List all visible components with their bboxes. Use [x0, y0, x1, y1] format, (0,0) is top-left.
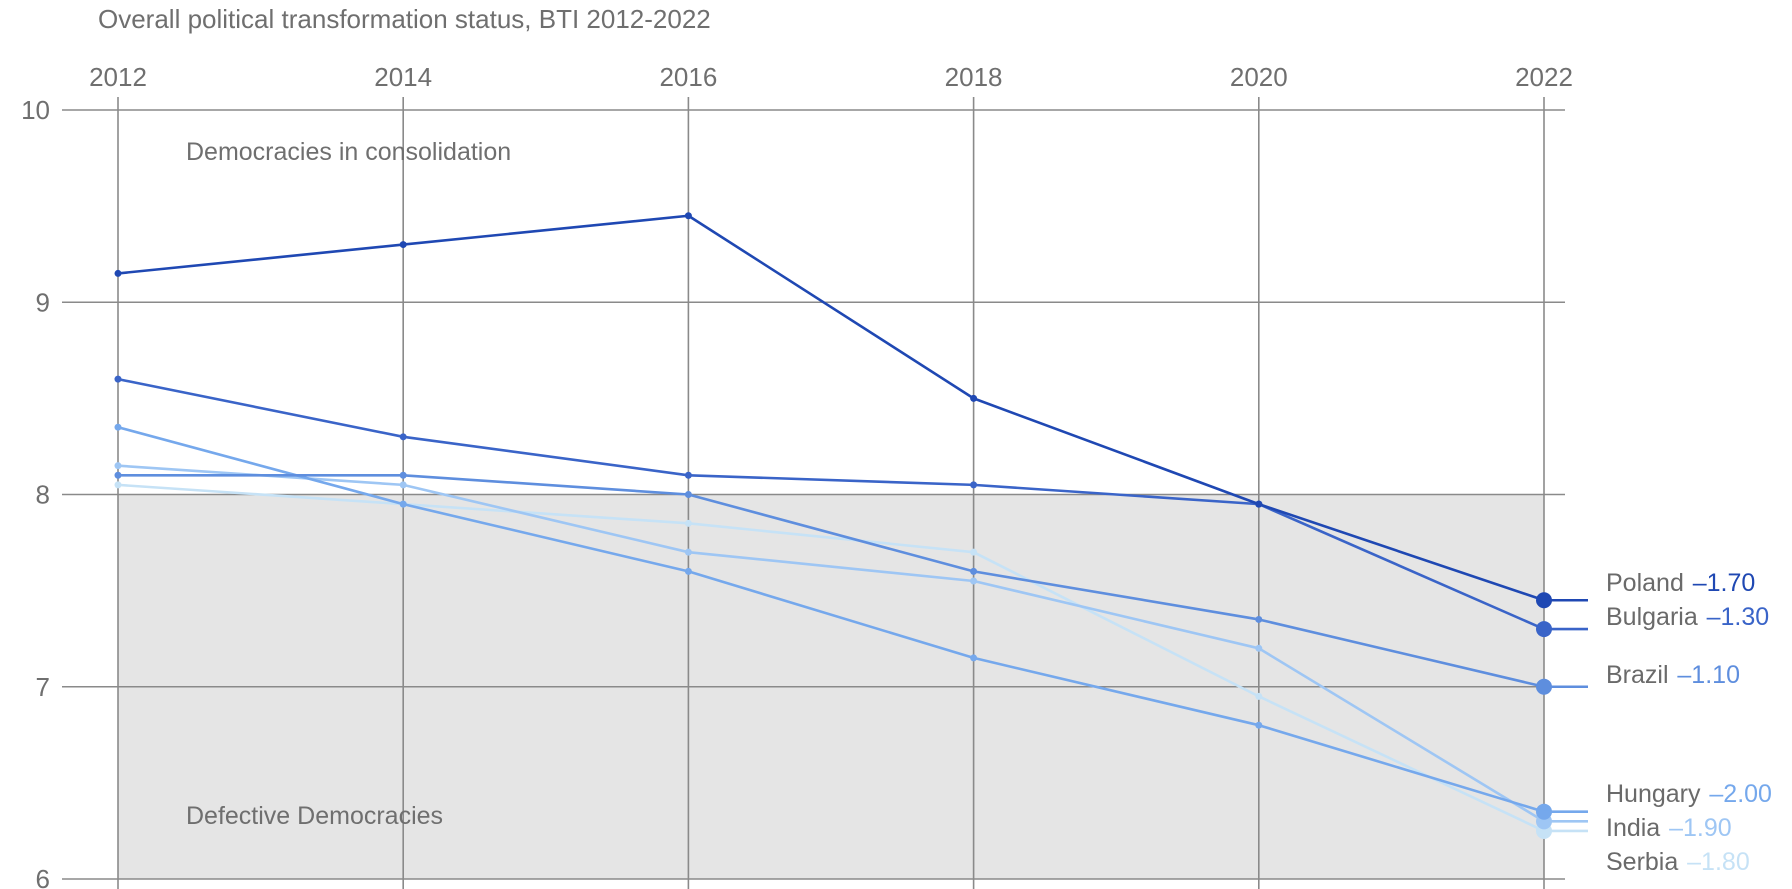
x-tick-label: 2012: [89, 62, 147, 92]
data-point-bulgaria: [114, 375, 122, 383]
x-tick-label: 2016: [659, 62, 717, 92]
data-point-poland: [399, 241, 407, 249]
data-point-serbia: [970, 548, 978, 556]
data-point-hungary: [399, 500, 407, 508]
data-point-brazil: [114, 471, 122, 479]
y-tick-label: 9: [36, 287, 50, 317]
y-tick-label: 6: [36, 864, 50, 889]
label-gap: [1684, 578, 1693, 595]
series-delta: –1.80: [1687, 848, 1750, 876]
label-gap: [1701, 789, 1710, 806]
label-gap: [1660, 823, 1669, 840]
series-line-bulgaria: [117, 377, 1545, 631]
data-point-hungary: [970, 654, 978, 662]
data-point-bulgaria: [970, 481, 978, 489]
end-label-bulgaria: Bulgaria –1.30: [1606, 603, 1769, 631]
data-point-brazil: [684, 491, 692, 498]
series-name: Brazil: [1606, 661, 1669, 689]
data-point-india: [684, 548, 692, 556]
end-label-hungary: Hungary –2.00: [1606, 780, 1772, 808]
zone-labels: Democracies in consolidation Defective De…: [186, 138, 511, 830]
y-tick-label: 7: [36, 672, 50, 702]
band-label: Defective Democracies: [186, 802, 443, 830]
x-tick-label: 2018: [945, 62, 1003, 92]
series-delta: –1.10: [1677, 661, 1740, 689]
series-line-brazil: [118, 473, 1545, 689]
x-tick-label: 2020: [1230, 62, 1288, 92]
axis-ticks: 2012 2014 2016 2018 2020 2022 10 9 8 7 6: [21, 62, 1573, 889]
data-point-poland: [1255, 500, 1263, 508]
end-label-brazil: Brazil –1.10: [1606, 661, 1740, 689]
x-tick-label: 2014: [374, 62, 432, 92]
series-name: Serbia: [1606, 848, 1678, 876]
series-line-hungary: [117, 425, 1545, 813]
data-point-bulgaria: [684, 471, 692, 479]
data-point-poland: [684, 212, 692, 220]
end-label-poland: Poland –1.70: [1606, 569, 1755, 597]
y-tick-label: 10: [21, 95, 50, 125]
data-point-india: [970, 577, 978, 585]
data-point-brazil: [399, 471, 407, 479]
series-name: India: [1606, 814, 1660, 842]
data-point-brazil: [970, 567, 978, 575]
chart-title: Overall political transformation status,…: [98, 4, 711, 34]
data-point-india: [1255, 644, 1263, 652]
data-point-serbia: [114, 481, 122, 489]
data-point-serbia: [684, 519, 692, 527]
series-lines: [114, 212, 1588, 839]
data-point-india: [399, 481, 407, 489]
data-point-hungary: [684, 567, 692, 575]
data-point-hungary: [1255, 721, 1263, 729]
data-point-hungary: [114, 423, 122, 431]
series-line-india: [117, 464, 1545, 823]
end-label-india: India –1.90: [1606, 814, 1732, 842]
label-gap: [1698, 612, 1707, 629]
series-name: Hungary: [1606, 780, 1701, 808]
series-line-poland: [117, 214, 1545, 602]
band-label: Democracies in consolidation: [186, 138, 511, 166]
series-delta: –2.00: [1709, 780, 1772, 808]
data-point-serbia: [1255, 692, 1263, 700]
data-point-poland: [970, 394, 978, 402]
data-point-poland: [114, 269, 122, 277]
series-delta: –1.70: [1693, 569, 1756, 597]
series-name: Bulgaria: [1606, 603, 1698, 631]
grid: [62, 97, 1565, 889]
data-point-brazil: [1255, 615, 1263, 623]
label-gap: [1669, 670, 1678, 687]
label-gap: [1678, 857, 1687, 874]
series-line-serbia: [117, 483, 1545, 833]
data-point-bulgaria: [399, 433, 407, 441]
y-tick-label: 8: [36, 480, 50, 510]
end-labels: Poland –1.70 Bulgaria –1.30 Brazil –1.10 Hu…: [1606, 569, 1772, 876]
series-name: Poland: [1606, 569, 1684, 597]
series-delta: –1.30: [1707, 603, 1770, 631]
end-label-serbia: Serbia –1.80: [1606, 848, 1750, 876]
series-delta: –1.90: [1669, 814, 1732, 842]
data-point-india: [114, 462, 122, 470]
x-tick-label: 2022: [1515, 62, 1573, 92]
